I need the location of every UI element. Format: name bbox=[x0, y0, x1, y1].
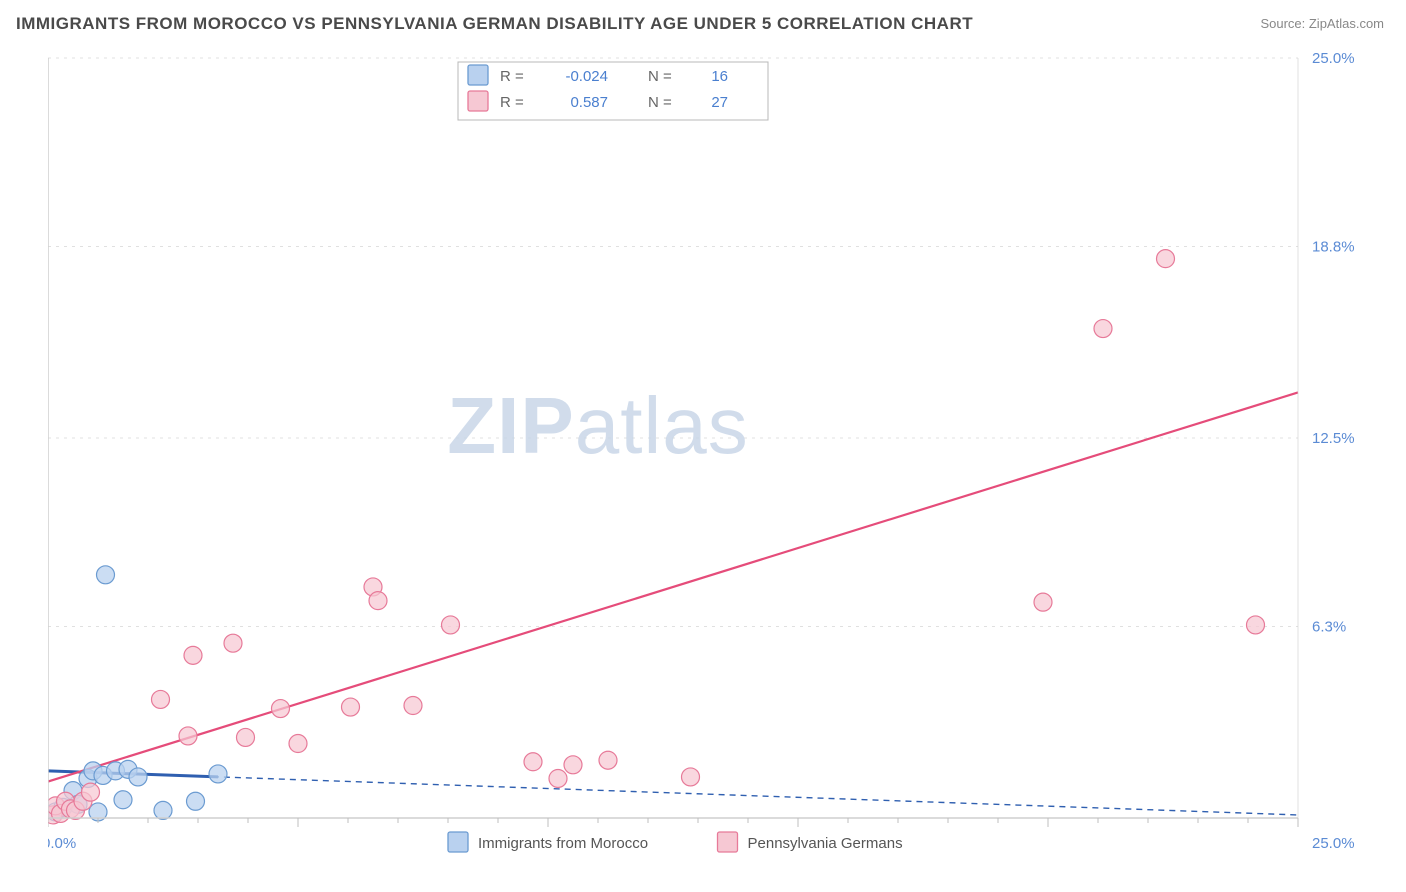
svg-text:12.5%: 12.5% bbox=[1312, 430, 1355, 447]
svg-text:0.0%: 0.0% bbox=[48, 835, 76, 852]
svg-text:16: 16 bbox=[711, 68, 728, 85]
svg-text:27: 27 bbox=[711, 94, 728, 111]
source-attribution: Source: ZipAtlas.com bbox=[1260, 16, 1384, 31]
svg-text:25.0%: 25.0% bbox=[1312, 835, 1355, 852]
chart-plot: ZIPatlas6.3%12.5%18.8%25.0%0.0%25.0%R =-… bbox=[48, 46, 1388, 836]
svg-text:6.3%: 6.3% bbox=[1312, 618, 1346, 635]
svg-text:R =: R = bbox=[500, 68, 524, 85]
chart-title: IMMIGRANTS FROM MOROCCO VS PENNSYLVANIA … bbox=[16, 14, 973, 34]
svg-text:Immigrants from Morocco: Immigrants from Morocco bbox=[478, 835, 648, 852]
svg-text:25.0%: 25.0% bbox=[1312, 50, 1355, 67]
svg-text:-0.024: -0.024 bbox=[565, 68, 608, 85]
svg-text:0.587: 0.587 bbox=[570, 94, 608, 111]
svg-text:N =: N = bbox=[648, 94, 672, 111]
svg-text:R =: R = bbox=[500, 94, 524, 111]
svg-text:18.8%: 18.8% bbox=[1312, 238, 1355, 255]
svg-text:Pennsylvania Germans: Pennsylvania Germans bbox=[748, 835, 903, 852]
svg-text:N =: N = bbox=[648, 68, 672, 85]
